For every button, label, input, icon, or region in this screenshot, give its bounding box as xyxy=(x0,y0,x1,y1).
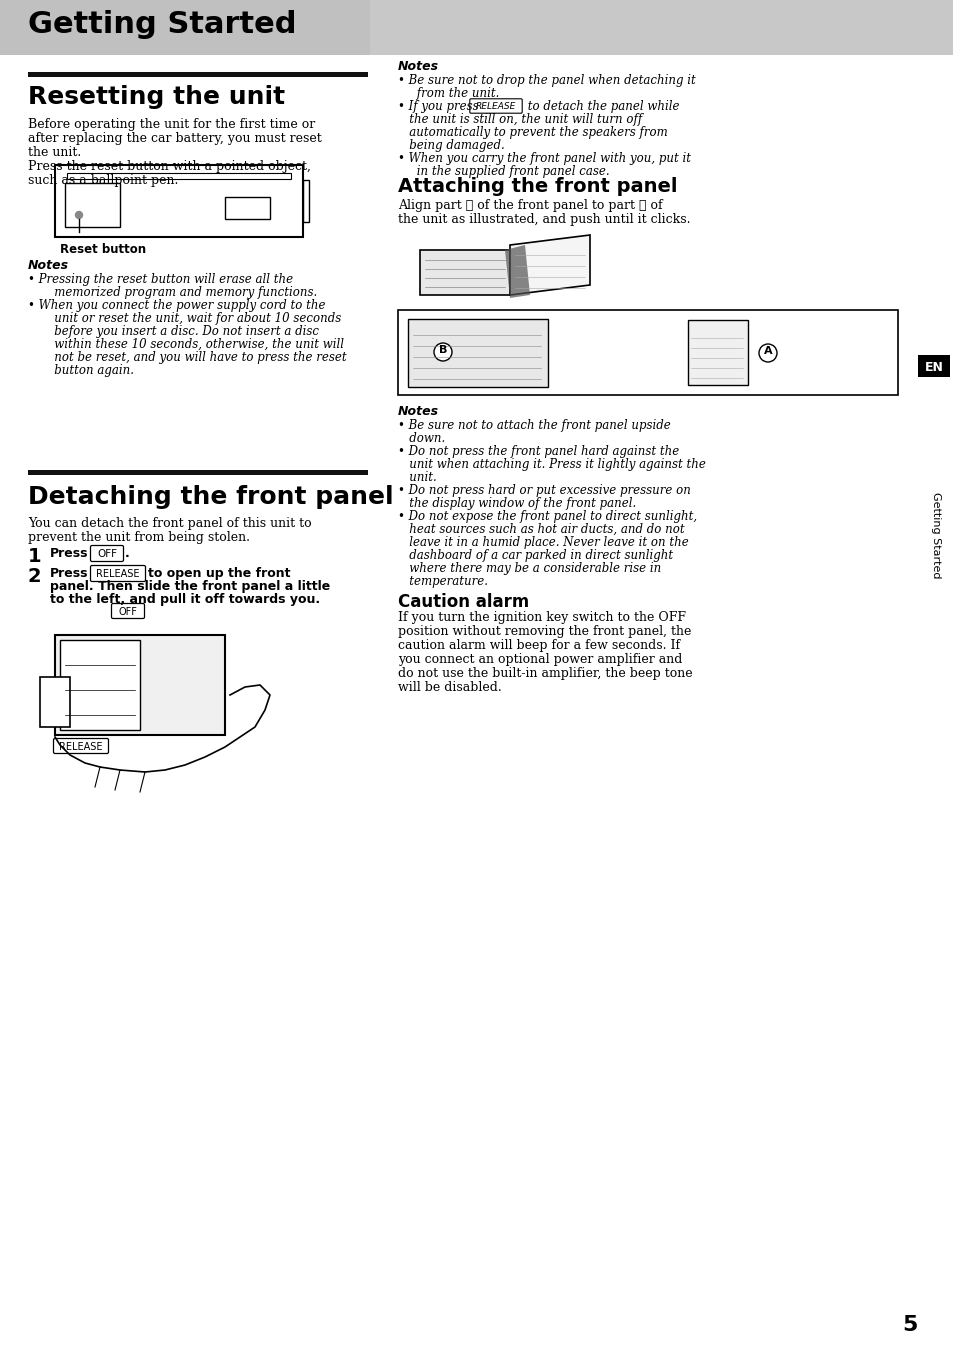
Text: Caution alarm: Caution alarm xyxy=(397,593,529,611)
Text: where there may be a considerable rise in: where there may be a considerable rise i… xyxy=(397,562,660,575)
Bar xyxy=(55,165,303,237)
Bar xyxy=(60,640,140,730)
Circle shape xyxy=(75,211,82,218)
Text: to the left, and pull it off towards you.: to the left, and pull it off towards you… xyxy=(50,593,320,606)
Text: • If you press: • If you press xyxy=(397,100,482,112)
Polygon shape xyxy=(510,234,589,295)
Text: caution alarm will beep for a few seconds. If: caution alarm will beep for a few second… xyxy=(397,640,679,652)
Text: RELEASE: RELEASE xyxy=(476,102,516,111)
Bar xyxy=(687,320,747,385)
Text: heat sources such as hot air ducts, and do not: heat sources such as hot air ducts, and … xyxy=(397,523,684,537)
Text: the unit as illustrated, and push until it clicks.: the unit as illustrated, and push until … xyxy=(397,213,690,226)
Text: Notes: Notes xyxy=(397,60,438,73)
Text: Press the reset button with a pointed object,: Press the reset button with a pointed ob… xyxy=(28,160,311,173)
FancyBboxPatch shape xyxy=(91,565,146,581)
Text: you connect an optional power amplifier and: you connect an optional power amplifier … xyxy=(397,653,681,667)
Text: to open up the front: to open up the front xyxy=(148,566,291,580)
Text: Attaching the front panel: Attaching the front panel xyxy=(397,178,677,196)
Text: unit or reset the unit, wait for about 10 seconds: unit or reset the unit, wait for about 1… xyxy=(28,312,341,325)
Text: • Do not press hard or put excessive pressure on: • Do not press hard or put excessive pre… xyxy=(397,484,690,497)
Bar xyxy=(28,72,368,77)
Text: the display window of the front panel.: the display window of the front panel. xyxy=(397,497,636,509)
Text: leave it in a humid place. Never leave it on the: leave it in a humid place. Never leave i… xyxy=(397,537,688,549)
FancyBboxPatch shape xyxy=(112,603,144,618)
Text: • Pressing the reset button will erase all the: • Pressing the reset button will erase a… xyxy=(28,272,293,286)
Text: RELEASE: RELEASE xyxy=(96,569,139,579)
Text: before you insert a disc. Do not insert a disc: before you insert a disc. Do not insert … xyxy=(28,325,318,337)
Text: dashboard of a car parked in direct sunlight: dashboard of a car parked in direct sunl… xyxy=(397,549,673,562)
Text: • Be sure not to attach the front panel upside: • Be sure not to attach the front panel … xyxy=(397,419,670,432)
Text: OFF: OFF xyxy=(118,607,137,617)
Text: the unit is still on, the unit will turn off: the unit is still on, the unit will turn… xyxy=(397,112,641,126)
Text: B: B xyxy=(438,346,447,355)
Text: button again.: button again. xyxy=(28,364,133,377)
Text: Detaching the front panel: Detaching the front panel xyxy=(28,485,394,509)
Bar xyxy=(419,251,510,295)
Text: RELEASE: RELEASE xyxy=(59,743,103,752)
Text: Getting Started: Getting Started xyxy=(930,492,940,579)
Text: in the supplied front panel case.: in the supplied front panel case. xyxy=(397,165,609,178)
Bar xyxy=(55,635,225,734)
Text: Reset button: Reset button xyxy=(60,243,146,256)
Text: Press: Press xyxy=(50,547,89,560)
Text: If you turn the ignition key switch to the OFF: If you turn the ignition key switch to t… xyxy=(397,611,685,625)
Text: Getting Started: Getting Started xyxy=(28,9,296,39)
Text: memorized program and memory functions.: memorized program and memory functions. xyxy=(28,286,317,299)
Text: 2: 2 xyxy=(28,566,42,585)
Text: temperature.: temperature. xyxy=(397,575,488,588)
Bar xyxy=(28,470,368,476)
Text: panel. Then slide the front panel a little: panel. Then slide the front panel a litt… xyxy=(50,580,330,593)
Text: being damaged.: being damaged. xyxy=(397,140,504,152)
Text: EN: EN xyxy=(923,360,943,374)
Text: You can detach the front panel of this unit to: You can detach the front panel of this u… xyxy=(28,518,312,530)
Bar xyxy=(225,196,270,220)
Text: Notes: Notes xyxy=(397,405,438,417)
Text: unit when attaching it. Press it lightly against the: unit when attaching it. Press it lightly… xyxy=(397,458,705,472)
Circle shape xyxy=(434,343,452,360)
Text: within these 10 seconds, otherwise, the unit will: within these 10 seconds, otherwise, the … xyxy=(28,337,344,351)
Polygon shape xyxy=(504,245,530,298)
Bar xyxy=(408,318,547,388)
Text: unit.: unit. xyxy=(397,472,436,484)
Text: automatically to prevent the speakers from: automatically to prevent the speakers fr… xyxy=(397,126,667,140)
Bar xyxy=(397,310,897,396)
Text: prevent the unit from being stolen.: prevent the unit from being stolen. xyxy=(28,531,250,543)
Text: to detach the panel while: to detach the panel while xyxy=(523,100,679,112)
Text: .: . xyxy=(125,547,130,560)
Bar xyxy=(65,183,120,228)
Text: 5: 5 xyxy=(902,1314,917,1335)
Text: Resetting the unit: Resetting the unit xyxy=(28,85,285,108)
Text: after replacing the car battery, you must reset: after replacing the car battery, you mus… xyxy=(28,131,321,145)
FancyBboxPatch shape xyxy=(91,546,123,561)
FancyBboxPatch shape xyxy=(469,99,521,114)
Bar xyxy=(40,678,70,728)
Text: • Do not expose the front panel to direct sunlight,: • Do not expose the front panel to direc… xyxy=(397,509,697,523)
Bar xyxy=(0,0,370,56)
Circle shape xyxy=(759,344,776,362)
Text: • When you carry the front panel with you, put it: • When you carry the front panel with yo… xyxy=(397,152,690,165)
Bar xyxy=(67,173,291,179)
Text: do not use the built-in amplifier, the beep tone: do not use the built-in amplifier, the b… xyxy=(397,667,692,680)
Text: such as a ballpoint pen.: such as a ballpoint pen. xyxy=(28,173,178,187)
Text: not be reset, and you will have to press the reset: not be reset, and you will have to press… xyxy=(28,351,346,364)
Text: • Do not press the front panel hard against the: • Do not press the front panel hard agai… xyxy=(397,444,679,458)
Text: Press: Press xyxy=(50,566,89,580)
Text: OFF: OFF xyxy=(97,549,117,560)
Text: Before operating the unit for the first time or: Before operating the unit for the first … xyxy=(28,118,314,131)
Text: Notes: Notes xyxy=(28,259,69,272)
Text: the unit.: the unit. xyxy=(28,146,81,159)
Text: 1: 1 xyxy=(28,547,42,566)
Bar xyxy=(917,355,949,377)
Text: will be disabled.: will be disabled. xyxy=(397,682,501,694)
Text: position without removing the front panel, the: position without removing the front pane… xyxy=(397,625,691,638)
Text: down.: down. xyxy=(397,432,445,444)
FancyBboxPatch shape xyxy=(53,738,109,753)
Text: from the unit.: from the unit. xyxy=(397,87,498,100)
Bar xyxy=(0,0,953,56)
Text: • Be sure not to drop the panel when detaching it: • Be sure not to drop the panel when det… xyxy=(397,75,695,87)
Text: A: A xyxy=(763,346,772,356)
Text: • When you connect the power supply cord to the: • When you connect the power supply cord… xyxy=(28,299,325,312)
Bar xyxy=(303,180,309,222)
Text: Align part Ⓐ of the front panel to part Ⓑ of: Align part Ⓐ of the front panel to part … xyxy=(397,199,662,211)
